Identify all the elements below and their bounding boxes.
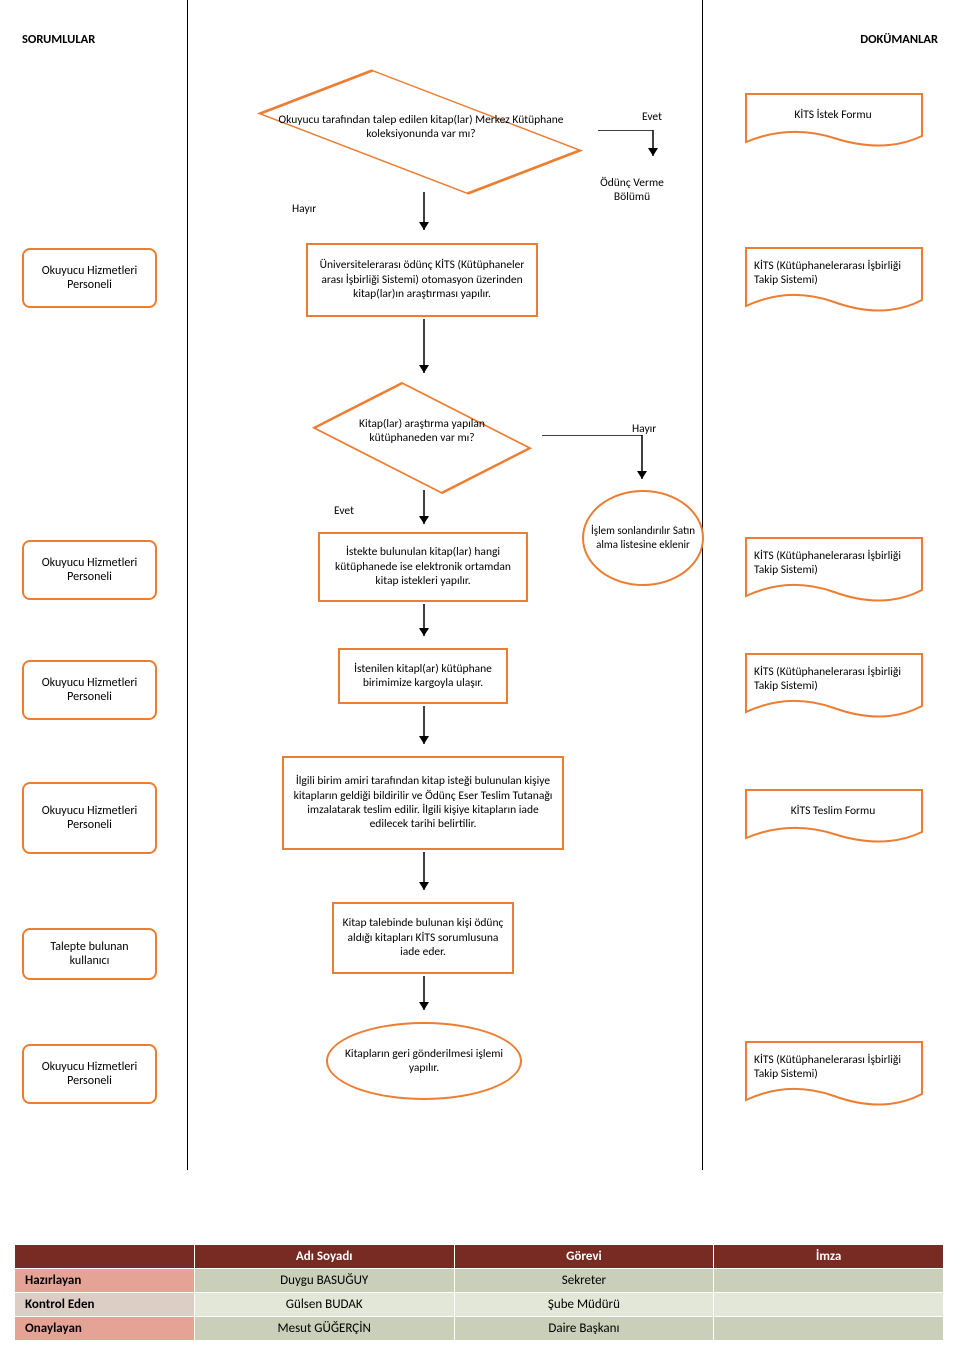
label-evet-1: Evet [642, 110, 662, 124]
row1-label: Kontrol Eden [15, 1293, 195, 1317]
doc-istek: KİTS İstek Formu [744, 92, 924, 152]
doc-teslim: KİTS Teslim Formu [744, 788, 924, 848]
row2-label: Onaylayan [15, 1317, 195, 1341]
row2-ad: Mesut GÜĞERÇİN [194, 1317, 454, 1341]
arrow-d1-evet [598, 130, 668, 168]
arrow-s4-s5 [416, 852, 432, 900]
doc-kits-2: KİTS (Kütüphanelerarası İşbirliği Takip … [744, 536, 924, 608]
arrow-s3-s4 [416, 706, 432, 754]
decision-d2-text: Kitap(lar) araştırma yapılan kütüphanede… [347, 417, 497, 446]
heading-dokumanlar: DOKÜMANLAR [860, 32, 938, 47]
process-s5: Kitap talebinde bulunan kişi ödünç aldığ… [332, 902, 514, 974]
divider-right [702, 0, 703, 1170]
resp-3: Okuyucu Hizmetleri Personeli [22, 660, 157, 720]
label-odunc-bolumu: Ödünç Verme Bölümü [582, 176, 682, 204]
arrow-s5-t1 [416, 976, 432, 1020]
process-s1: Üniversitelerarası ödünç KİTS (Kütüphane… [306, 243, 538, 317]
doc-kits-1-text: KİTS (Kütüphanelerarası İşbirliği Takip … [744, 246, 922, 300]
heading-sorumlular: SORUMLULAR [22, 32, 95, 47]
process-s2: İstekte bulunulan kitap(lar) hangi kütüp… [318, 532, 528, 602]
th-gorev: Görevi [454, 1245, 714, 1269]
decision-d1: Okuyucu tarafından talep edilen kitap(la… [236, 68, 606, 198]
resp-2: Okuyucu Hizmetleri Personeli [22, 540, 157, 600]
terminator-t1: Kitapların geri gönderilmesi işlemi yapı… [326, 1022, 522, 1100]
row2-imza [714, 1317, 944, 1341]
row1-ad: Gülsen BUDAK [194, 1293, 454, 1317]
decision-d1-text: Okuyucu tarafından talep edilen kitap(la… [276, 113, 566, 142]
table-row: Kontrol Eden Gülsen BUDAK Şube Müdürü [15, 1293, 944, 1317]
label-hayir-1: Hayır [292, 202, 316, 216]
table-row: Hazırlayan Duygu BASUĞUY Sekreter [15, 1269, 944, 1293]
doc-kits-1: KİTS (Kütüphanelerarası İşbirliği Takip … [744, 246, 924, 318]
resp-4: Okuyucu Hizmetleri Personeli [22, 782, 157, 854]
doc-kits-3: KİTS (Kütüphanelerarası İşbirliği Takip … [744, 652, 924, 724]
doc-teslim-text: KİTS Teslim Formu [744, 788, 922, 834]
approval-table: Adı Soyadı Görevi İmza Hazırlayan Duygu … [14, 1244, 944, 1341]
row1-gorev: Şube Müdürü [454, 1293, 714, 1317]
arrow-s1-d2 [416, 319, 432, 383]
process-s4: İlgili birim amiri tarafından kitap iste… [282, 756, 564, 850]
row2-gorev: Daire Başkanı [454, 1317, 714, 1341]
row0-imza [714, 1269, 944, 1293]
process-s3: İstenilen kitapl(ar) kütüphane birimimiz… [338, 648, 508, 704]
arrow-d2-evet [416, 490, 432, 534]
doc-kits-3-text: KİTS (Kütüphanelerarası İşbirliği Takip … [744, 652, 922, 706]
label-evet-2: Evet [334, 504, 354, 518]
doc-istek-text: KİTS İstek Formu [744, 92, 922, 138]
th-imza: İmza [714, 1245, 944, 1269]
doc-kits-4: KİTS (Kütüphanelerarası İşbirliği Takip … [744, 1040, 924, 1112]
divider-left [187, 0, 188, 1170]
row0-gorev: Sekreter [454, 1269, 714, 1293]
resp-5: Talepte bulunan kullanıcı [22, 928, 157, 980]
th-blank [15, 1245, 195, 1269]
table-row: Onaylayan Mesut GÜĞERÇİN Daire Başkanı [15, 1317, 944, 1341]
arrow-d1-hayir [416, 192, 432, 240]
arrow-d2-hayir [542, 435, 662, 491]
doc-kits-2-text: KİTS (Kütüphanelerarası İşbirliği Takip … [744, 536, 922, 590]
flowchart-canvas: SORUMLULAR DOKÜMANLAR Okuyucu tarafından… [0, 0, 960, 1353]
doc-kits-4-text: KİTS (Kütüphanelerarası İşbirliği Takip … [744, 1040, 922, 1094]
arrow-s2-s3 [416, 604, 432, 646]
resp-1: Okuyucu Hizmetleri Personeli [22, 248, 157, 308]
resp-6: Okuyucu Hizmetleri Personeli [22, 1044, 157, 1104]
terminator-end: İşlem sonlandırılır Satın alma listesine… [582, 490, 704, 586]
decision-d2: Kitap(lar) araştırma yapılan kütüphanede… [292, 382, 552, 492]
row1-imza [714, 1293, 944, 1317]
table-header-row: Adı Soyadı Görevi İmza [15, 1245, 944, 1269]
label-hayir-2: Hayır [632, 422, 656, 436]
row0-label: Hazırlayan [15, 1269, 195, 1293]
row0-ad: Duygu BASUĞUY [194, 1269, 454, 1293]
th-ad: Adı Soyadı [194, 1245, 454, 1269]
